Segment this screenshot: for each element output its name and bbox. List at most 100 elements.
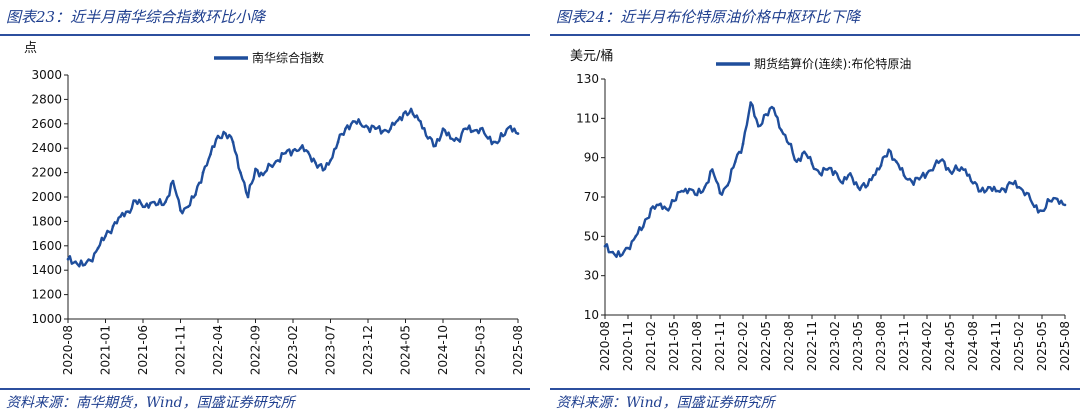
- x-tick-label: 2024-11: [989, 321, 1003, 371]
- figure-title: 图表24：近半月布伦特原油价格中枢环比下降: [556, 8, 861, 26]
- x-tick-label: 2022-02: [736, 321, 750, 371]
- data-point: [224, 132, 227, 135]
- x-tick-label: 2024-02: [920, 321, 934, 371]
- data-point: [509, 124, 512, 128]
- data-point: [516, 132, 520, 135]
- data-point: [284, 151, 287, 155]
- figure-title: 图表23：近半月南华综合指数环比小降: [6, 8, 266, 26]
- y-tick-label: 1400: [31, 263, 62, 277]
- data-point: [1040, 209, 1044, 213]
- y-tick-label: 90: [584, 151, 599, 165]
- data-point: [141, 205, 145, 209]
- data-point: [216, 134, 220, 138]
- data-point: [96, 246, 100, 250]
- chart-panel-left: 图表23：近半月南华综合指数环比小降 点 1000 1200 1400 1600 1800…: [0, 0, 530, 418]
- x-tick-label: 2021-05: [667, 321, 681, 371]
- y-tick-label: 30: [584, 269, 599, 283]
- x-tick-label: 2023-05: [851, 321, 865, 371]
- data-point: [89, 259, 92, 262]
- data-point: [994, 189, 998, 193]
- data-point: [441, 127, 445, 130]
- data-point: [104, 234, 107, 238]
- data-point: [787, 142, 791, 146]
- data-point: [494, 140, 497, 144]
- data-point: [948, 170, 952, 173]
- data-point: [849, 172, 852, 175]
- data-point: [126, 210, 130, 213]
- data-point: [964, 168, 967, 171]
- title-rule: [0, 34, 530, 36]
- data-point: [74, 260, 77, 263]
- data-point: [611, 250, 614, 254]
- data-point: [1056, 197, 1059, 201]
- data-point: [780, 128, 783, 132]
- data-point: [680, 189, 683, 193]
- data-point: [66, 257, 70, 261]
- figure-source: 资料来源：南华期货，Wind，国盛证券研究所: [6, 395, 295, 411]
- data-point: [1033, 205, 1036, 209]
- data-point: [879, 164, 883, 167]
- y-tick-label: 2000: [31, 190, 62, 204]
- x-tick-label: 2025-08: [1058, 321, 1072, 371]
- data-point: [239, 171, 242, 174]
- data-point: [634, 235, 637, 238]
- data-point: [703, 185, 706, 189]
- x-tick-label: 2021-11: [713, 321, 727, 371]
- data-point: [757, 124, 760, 128]
- data-point: [688, 187, 691, 191]
- data-point: [711, 168, 714, 171]
- legend-label: 期货结算价(连续):布伦特原油: [754, 56, 911, 71]
- data-point: [381, 129, 385, 133]
- line-chart: 美元/桶 10 30 50 70 90 110 130 2020-08 2020-11 2021-0…: [570, 49, 1072, 371]
- data-point: [1017, 185, 1021, 189]
- y-tick-label: 2600: [31, 117, 62, 131]
- data-point: [726, 183, 729, 187]
- data-point: [902, 174, 906, 177]
- data-point: [486, 137, 490, 140]
- data-point: [149, 201, 152, 205]
- source-rule: [550, 388, 1080, 390]
- title-rule: [550, 34, 1080, 36]
- data-point: [695, 193, 699, 197]
- y-tick-label: 130: [576, 72, 599, 86]
- y-axis-unit: 美元/桶: [570, 49, 613, 64]
- data-point: [872, 174, 875, 177]
- x-tick-label: 2024-08: [966, 321, 980, 371]
- y-axis-unit: 点: [24, 41, 37, 56]
- x-tick-label: 2022-08: [782, 321, 796, 371]
- data-point: [111, 225, 115, 228]
- data-point: [772, 107, 775, 110]
- x-tick-label: 2022-04: [211, 325, 225, 375]
- x-tick-label: 2023-02: [286, 325, 300, 375]
- data-point: [1025, 191, 1028, 195]
- data-point: [826, 168, 829, 171]
- data-point: [156, 203, 160, 206]
- data-point: [344, 127, 347, 130]
- data-point: [404, 110, 407, 113]
- data-point: [411, 112, 415, 116]
- x-tick-label: 2023-02: [828, 321, 842, 371]
- x-tick-label: 2020-08: [598, 321, 612, 371]
- series-line: [66, 107, 519, 268]
- data-point: [329, 159, 332, 162]
- data-point: [665, 207, 668, 211]
- x-tick-label: 2025-02: [1012, 321, 1026, 371]
- data-point: [306, 150, 310, 154]
- data-point: [201, 171, 205, 174]
- y-tick-label: 1000: [31, 312, 62, 326]
- x-tick-label: 2024-05: [943, 321, 957, 371]
- data-point: [464, 127, 467, 130]
- data-point: [209, 153, 212, 156]
- x-tick-label: 2022-09: [249, 325, 263, 375]
- data-point: [734, 160, 737, 163]
- data-point: [1010, 181, 1013, 185]
- x-tick-label: 2023-12: [361, 325, 375, 375]
- data-point: [887, 148, 890, 152]
- data-point: [254, 167, 257, 171]
- data-point: [642, 225, 645, 228]
- x-tick-label: 2024-10: [436, 325, 450, 375]
- data-point: [619, 254, 622, 258]
- data-point: [299, 146, 302, 150]
- y-tick-label: 3000: [31, 68, 62, 82]
- x-tick-label: 2021-08: [690, 321, 704, 371]
